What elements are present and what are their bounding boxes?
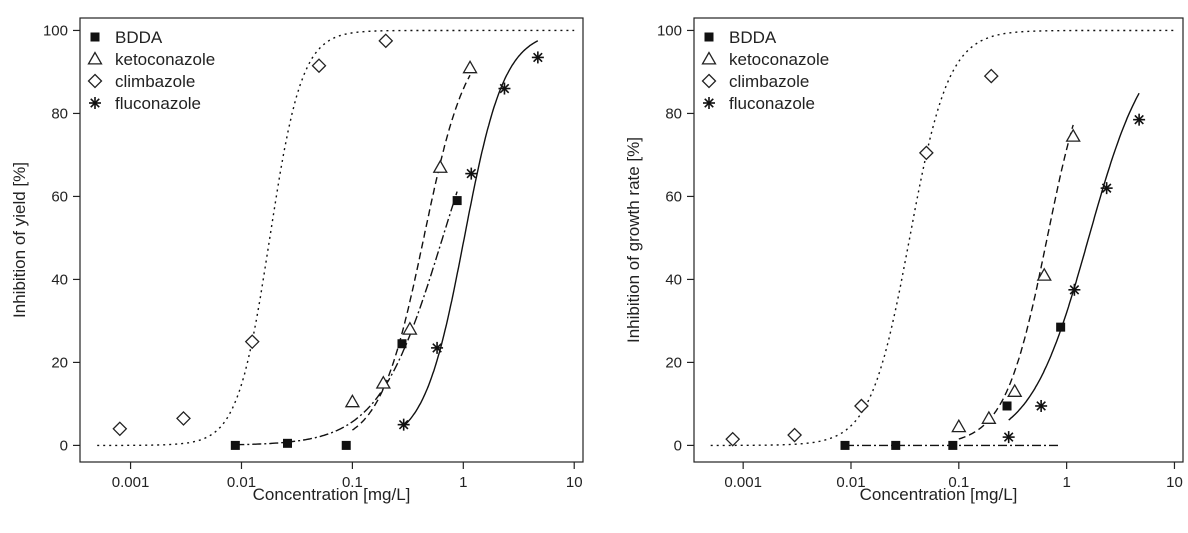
data-point-climbazole <box>983 68 999 84</box>
x-tick-label: 10 <box>566 474 583 491</box>
data-point-climbazole <box>244 334 260 350</box>
y-tick-label: 0 <box>60 437 68 454</box>
legend-marker-climbazole <box>701 73 717 89</box>
legend-label: climbazole <box>729 72 809 91</box>
y-tick-label: 80 <box>665 105 682 122</box>
legend-marker-BDDA <box>90 32 100 42</box>
data-point-ketoconazole <box>432 159 448 173</box>
data-point-ketoconazole <box>981 410 997 424</box>
data-point-ketoconazole <box>1065 128 1081 142</box>
plot-frame <box>693 17 1184 463</box>
data-point-ketoconazole <box>1007 383 1023 397</box>
legend-marker-fluconazole <box>89 97 101 109</box>
data-point-BDDA <box>283 438 293 448</box>
data-point-BDDA <box>230 440 240 450</box>
y-tick-label: 100 <box>657 22 682 39</box>
y-tick-label: 40 <box>51 271 68 288</box>
legend-marker-climbazole <box>87 73 103 89</box>
data-point-climbazole <box>787 427 803 443</box>
data-point-BDDA <box>341 440 351 450</box>
data-point-ketoconazole <box>344 394 361 408</box>
data-point-ketoconazole <box>375 375 391 389</box>
legend-marker-BDDA <box>704 32 714 42</box>
data-point-ketoconazole <box>951 418 967 433</box>
legend-label: climbazole <box>115 72 195 91</box>
data-point-BDDA <box>891 440 901 450</box>
legend-label: ketoconazole <box>729 50 829 69</box>
x-tick-label: 0.01 <box>836 474 865 491</box>
data-point-fluconazole <box>498 82 511 95</box>
data-point-climbazole <box>176 411 191 426</box>
legend-label: fluconazole <box>115 94 201 113</box>
data-point-BDDA <box>1056 322 1066 332</box>
data-point-fluconazole <box>397 418 410 431</box>
legend-label: ketoconazole <box>115 50 215 69</box>
data-point-BDDA <box>397 339 407 349</box>
x-tick-label: 1 <box>1062 474 1070 491</box>
y-tick-label: 20 <box>665 354 682 371</box>
data-point-fluconazole <box>1133 113 1146 126</box>
x-tick-label: 0.001 <box>724 474 762 491</box>
data-point-fluconazole <box>531 51 544 64</box>
y-axis-label: Inhibition of yield [%] <box>10 162 29 318</box>
y-tick-label: 20 <box>51 354 68 371</box>
x-tick-label: 0.001 <box>112 474 150 491</box>
y-tick-label: 80 <box>51 105 68 122</box>
data-point-fluconazole <box>465 167 478 180</box>
data-point-climbazole <box>311 58 327 74</box>
yield-chart-panel: 0.001 0.01 0.1 1 10020406080100Concentration… <box>10 17 584 504</box>
y-axis-label: Inhibition of growth rate [%] <box>624 137 643 343</box>
legend-marker-fluconazole <box>703 97 715 109</box>
plot-frame <box>79 17 584 463</box>
data-point-ketoconazole <box>1036 267 1052 281</box>
data-point-fluconazole <box>1100 182 1113 195</box>
x-tick-label: 1 <box>459 474 467 491</box>
data-point-fluconazole <box>431 341 444 354</box>
data-point-BDDA <box>948 440 958 450</box>
growth-rate-chart-panel: 0.001 0.01 0.1 1 10020406080100Concentration… <box>624 17 1184 504</box>
data-point-climbazole <box>854 398 869 414</box>
legend-label: fluconazole <box>729 94 815 113</box>
legend-label: BDDA <box>729 28 777 47</box>
fit-curve-ketoconazole <box>351 74 471 431</box>
y-tick-label: 60 <box>51 188 68 205</box>
data-point-fluconazole <box>1035 399 1048 412</box>
y-tick-label: 0 <box>674 437 682 454</box>
data-point-climbazole <box>378 33 394 49</box>
x-axis-label: Concentration [mg/L] <box>253 485 411 504</box>
x-tick-label: 0.01 <box>227 474 256 491</box>
legend-marker-ketoconazole <box>701 51 717 65</box>
x-tick-label: 0.1 <box>342 474 363 491</box>
fit-curve-fluconazole <box>1008 92 1140 421</box>
x-tick-label: 0.1 <box>948 474 969 491</box>
data-point-ketoconazole <box>462 59 478 74</box>
data-point-BDDA <box>840 440 850 450</box>
y-tick-label: 40 <box>665 271 682 288</box>
data-point-ketoconazole <box>402 321 418 335</box>
legend-label: BDDA <box>115 28 163 47</box>
data-point-climbazole <box>725 431 741 447</box>
data-point-climbazole <box>918 145 934 161</box>
x-tick-label: 10 <box>1166 474 1183 491</box>
x-axis-label: Concentration [mg/L] <box>860 485 1018 504</box>
data-point-climbazole <box>112 421 128 437</box>
fit-curve-climbazole <box>710 29 1175 447</box>
data-point-fluconazole <box>1068 283 1081 296</box>
data-point-BDDA <box>1002 401 1012 411</box>
fit-curve-climbazole <box>97 29 575 447</box>
y-tick-label: 100 <box>43 22 68 39</box>
fit-curve-fluconazole <box>403 40 539 427</box>
y-tick-label: 60 <box>665 188 682 205</box>
data-point-fluconazole <box>1002 431 1015 444</box>
fit-curve-BDDA <box>235 191 458 446</box>
legend-marker-ketoconazole <box>87 51 103 65</box>
data-point-BDDA <box>452 196 462 206</box>
